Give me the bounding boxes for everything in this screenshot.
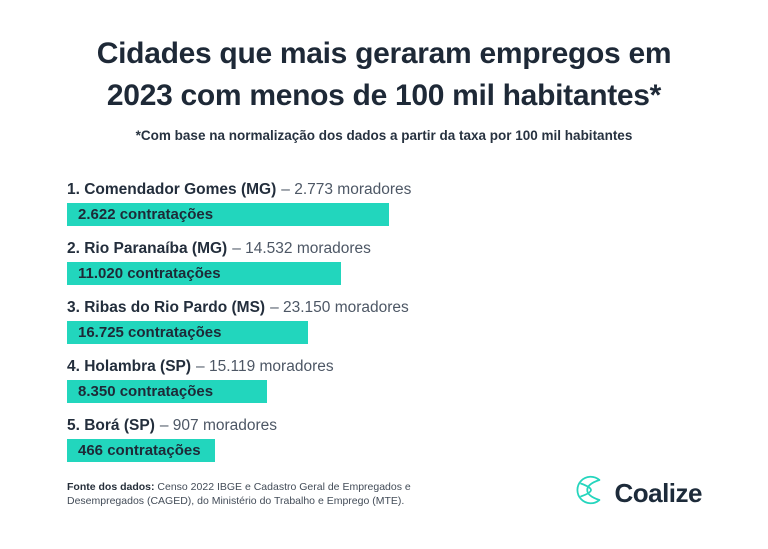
page-title: Cidades que mais geraram empregos em 202… bbox=[0, 33, 768, 117]
hires-bar: 16.725 contratações bbox=[67, 321, 308, 344]
page-title-line1: Cidades que mais geraram empregos em bbox=[96, 37, 672, 70]
item-residents: – 23.150 moradores bbox=[270, 299, 409, 316]
coalize-logo-icon bbox=[573, 473, 607, 512]
source-note: Fonte dos dados: Censo 2022 IBGE e Cadas… bbox=[67, 481, 419, 508]
coalize-logo: Coalize bbox=[573, 473, 702, 512]
item-rank-city: 5. Borá (SP) bbox=[67, 417, 155, 434]
source-note-label: Fonte dos dados: bbox=[67, 481, 155, 493]
source-note-text: Censo 2022 IBGE e Cadastro Geral de Empr… bbox=[67, 481, 411, 507]
item-residents: – 15.119 moradores bbox=[196, 358, 334, 375]
hires-bar: 8.350 contratações bbox=[67, 380, 267, 403]
hires-bar: 466 contratações bbox=[67, 439, 215, 462]
item-rank-city: 3. Ribas do Rio Pardo (MS) bbox=[67, 299, 266, 316]
item-rank-city: 4. Holambra (SP) bbox=[67, 358, 192, 375]
hires-bar: 11.020 contratações bbox=[67, 262, 341, 285]
item-label: 4. Holambra (SP) – 15.119 moradores bbox=[67, 357, 707, 377]
ranking-item: 3. Ribas do Rio Pardo (MS) – 23.150 morad… bbox=[67, 298, 707, 344]
hires-label: 466 contratações bbox=[78, 442, 201, 459]
item-rank-city: 1. Comendador Gomes (MG) bbox=[67, 181, 277, 198]
ranking-item: 4. Holambra (SP) – 15.119 moradores 8.350… bbox=[67, 357, 707, 403]
hires-label: 16.725 contratações bbox=[78, 324, 222, 341]
item-label: 5. Borá (SP) – 907 moradores bbox=[67, 416, 707, 436]
ranking-item: 1. Comendador Gomes (MG) – 2.773 moradore… bbox=[67, 180, 707, 226]
ranking-item: 2. Rio Paranaíba (MG) – 14.532 moradores … bbox=[67, 239, 707, 285]
hires-label: 2.622 contratações bbox=[78, 206, 214, 223]
item-residents: – 2.773 moradores bbox=[281, 181, 412, 198]
hires-bar: 2.622 contratações bbox=[67, 203, 389, 226]
ranking-item: 5. Borá (SP) – 907 moradores 466 contrata… bbox=[67, 416, 707, 462]
hires-label: 11.020 contratações bbox=[78, 265, 221, 282]
ranking-list: 1. Comendador Gomes (MG) – 2.773 moradore… bbox=[67, 180, 707, 475]
item-label: 3. Ribas do Rio Pardo (MS) – 23.150 morad… bbox=[67, 298, 707, 318]
item-label: 2. Rio Paranaíba (MG) – 14.532 moradores bbox=[67, 239, 707, 259]
page-subtitle: *Com base na normalização dos dados a pa… bbox=[135, 128, 633, 143]
hires-label: 8.350 contratações bbox=[78, 383, 214, 400]
coalize-logo-text: Coalize bbox=[614, 477, 702, 508]
item-rank-city: 2. Rio Paranaíba (MG) bbox=[67, 240, 228, 257]
item-residents: – 14.532 moradores bbox=[232, 240, 371, 257]
item-label: 1. Comendador Gomes (MG) – 2.773 moradore… bbox=[67, 180, 707, 200]
item-residents: – 907 moradores bbox=[159, 417, 278, 434]
page-title-line2: 2023 com menos de 100 mil habitantes* bbox=[106, 79, 662, 112]
